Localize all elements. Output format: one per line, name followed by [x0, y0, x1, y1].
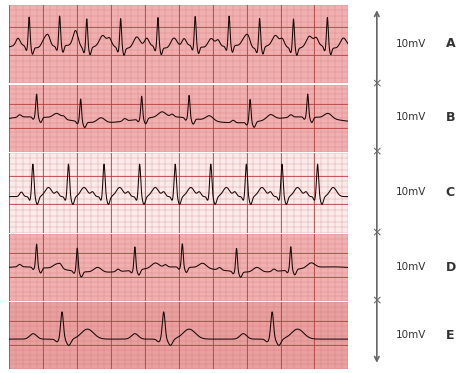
- Text: D: D: [446, 261, 456, 274]
- Text: 10mV: 10mV: [396, 38, 426, 48]
- Text: ×: ×: [372, 145, 382, 158]
- Text: C: C: [446, 186, 455, 199]
- Text: 10mV: 10mV: [396, 330, 426, 340]
- Text: ×: ×: [372, 227, 382, 240]
- Text: ×: ×: [372, 295, 382, 308]
- Text: ×: ×: [372, 77, 382, 90]
- Text: 10mV: 10mV: [396, 262, 426, 272]
- Text: E: E: [446, 329, 454, 342]
- Text: 10mV: 10mV: [396, 187, 426, 197]
- Text: 10mV: 10mV: [396, 113, 426, 122]
- Text: A: A: [446, 37, 455, 50]
- Text: B: B: [446, 111, 455, 124]
